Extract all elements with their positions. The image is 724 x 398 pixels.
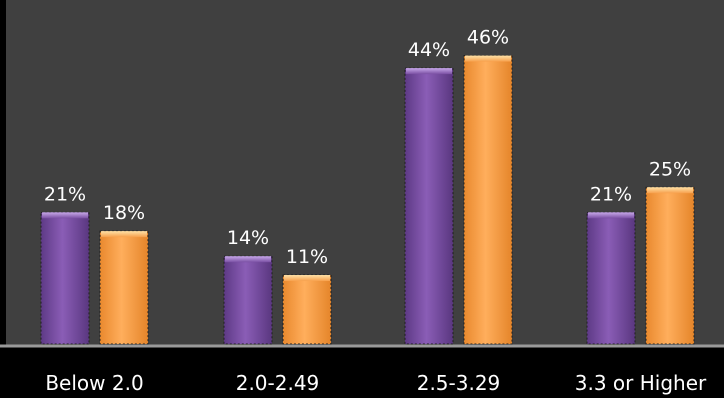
category-label-3: 2.5-3.29 xyxy=(417,371,501,395)
bar-2-2 xyxy=(282,274,332,345)
bar-cap-2-2 xyxy=(284,275,330,282)
category-label-2: 2.0-2.49 xyxy=(236,371,320,395)
value-label-2-4: 25% xyxy=(649,158,691,180)
value-label-2-2: 11% xyxy=(286,246,328,268)
value-label-2-1: 18% xyxy=(103,202,145,224)
bar-1-2 xyxy=(223,255,273,345)
bar-cap-2-1 xyxy=(101,231,147,238)
bar-1-4 xyxy=(586,211,636,345)
bar-1-1 xyxy=(40,211,90,345)
value-label-1-4: 21% xyxy=(590,183,632,205)
value-labels-group: 21% 18% 14% 11% 44% 46% 21% 25% xyxy=(44,27,691,268)
bar-2-3 xyxy=(463,55,513,345)
bar-cap-1-2 xyxy=(225,256,271,263)
bar-2-1 xyxy=(99,230,149,345)
value-label-2-3: 46% xyxy=(467,27,509,49)
bar-1-3 xyxy=(404,67,454,345)
bar-2-4 xyxy=(645,186,695,345)
value-label-1-1: 21% xyxy=(44,183,86,205)
category-labels-group: Below 2.0 2.0-2.49 2.5-3.29 3.3 or Higher xyxy=(45,371,707,395)
value-label-1-3: 44% xyxy=(408,39,450,61)
bar-cap-2-4 xyxy=(647,187,693,194)
category-label-4: 3.3 or Higher xyxy=(575,371,707,395)
bar-cap-1-1 xyxy=(42,212,88,219)
category-label-1: Below 2.0 xyxy=(45,371,143,395)
bar-cap-1-3 xyxy=(406,68,452,75)
bar-cap-2-3 xyxy=(465,55,511,62)
bar-cap-1-4 xyxy=(588,212,634,219)
bars-group xyxy=(40,55,695,345)
value-label-1-2: 14% xyxy=(227,227,269,249)
